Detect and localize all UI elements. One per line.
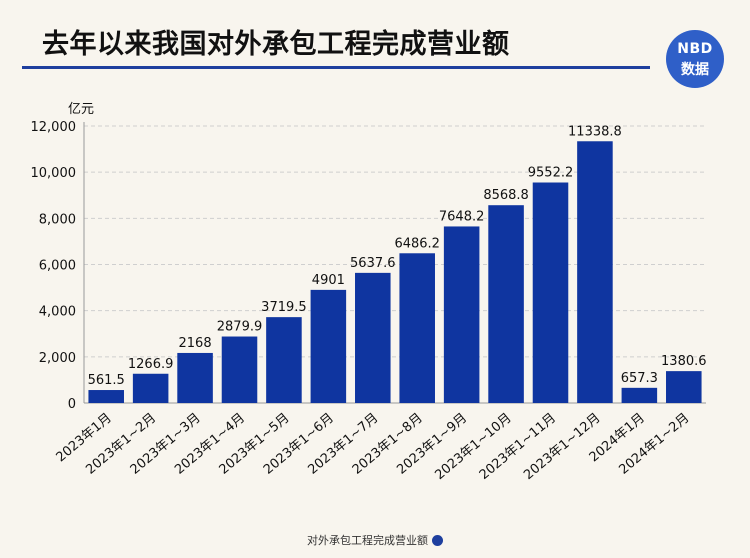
- data-label: 6486.2: [394, 236, 440, 251]
- data-label: 3719.5: [261, 300, 307, 315]
- y-tick-label: 0: [68, 397, 76, 412]
- bar: [88, 390, 124, 403]
- data-label: 2879.9: [217, 320, 263, 335]
- data-label: 561.5: [88, 373, 125, 388]
- y-tick-label: 4,000: [39, 305, 76, 320]
- bar: [132, 373, 169, 403]
- logo-text-bottom: 数据: [681, 62, 709, 78]
- data-label: 5637.6: [350, 256, 396, 271]
- x-tick-label: 2023年1~11月: [477, 411, 559, 483]
- bar: [355, 272, 391, 403]
- y-tick-label: 6,000: [39, 259, 76, 274]
- bar: [221, 336, 258, 403]
- y-axis-unit-label: 亿元: [68, 102, 95, 117]
- legend: 对外承包工程完成营业额: [0, 532, 750, 548]
- data-label: 11338.8: [568, 124, 622, 139]
- bar: [310, 289, 347, 403]
- logo-text-top: NBD: [677, 41, 713, 57]
- data-label: 7648.2: [439, 209, 485, 224]
- legend-label: 对外承包工程完成营业额: [307, 534, 428, 547]
- y-tick-label: 10,000: [31, 166, 77, 181]
- bar: [621, 387, 658, 403]
- bar: [666, 371, 702, 403]
- bar: [577, 141, 613, 403]
- y-tick-label: 12,000: [31, 120, 77, 135]
- legend-swatch-icon: [432, 535, 443, 546]
- bar: [488, 205, 524, 403]
- bar: [399, 253, 435, 403]
- y-tick-label: 8,000: [39, 212, 76, 227]
- nbd-logo: NBD 数据: [666, 30, 724, 88]
- data-label: 1380.6: [661, 354, 707, 369]
- data-label: 9552.2: [528, 166, 574, 181]
- bar: [266, 317, 302, 403]
- y-tick-label: 2,000: [39, 351, 76, 366]
- title-underline: [22, 66, 650, 69]
- x-tick-label: 2023年1~12月: [521, 411, 603, 483]
- chart-title: 去年以来我国对外承包工程完成营业额: [42, 29, 510, 60]
- data-label: 2168: [179, 336, 212, 351]
- data-label: 1266.9: [128, 357, 174, 372]
- data-label: 657.3: [621, 371, 658, 386]
- data-label: 4901: [312, 273, 345, 288]
- data-label: 8568.8: [483, 188, 529, 203]
- bar: [532, 182, 569, 403]
- bar: [177, 352, 213, 403]
- x-tick-label: 2023年1~10月: [432, 411, 514, 483]
- bar: [443, 226, 480, 403]
